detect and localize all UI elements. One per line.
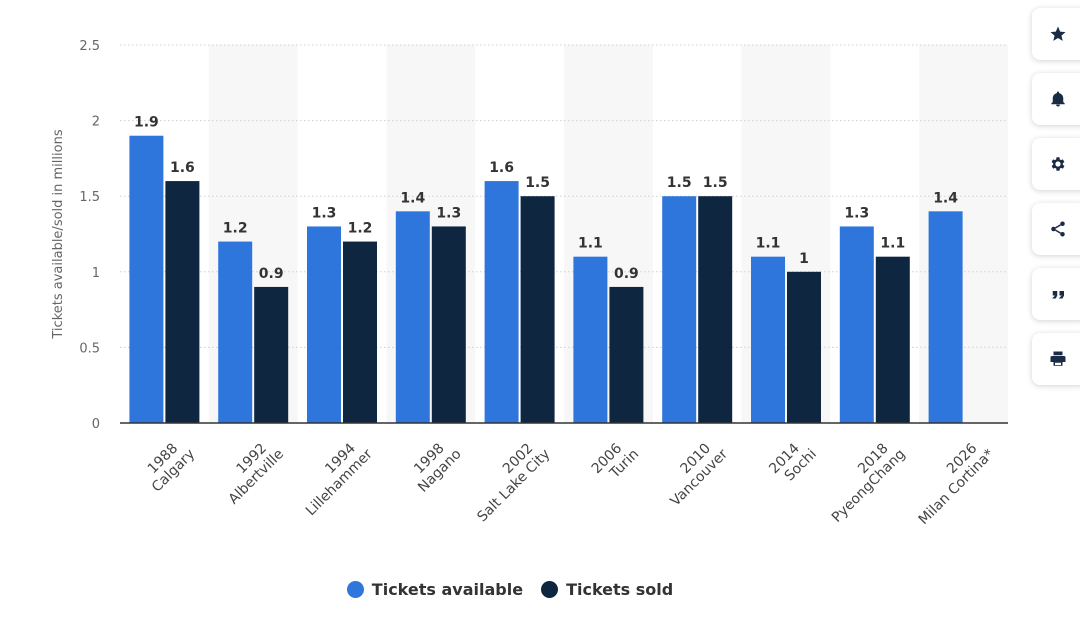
data-label: 1.1	[578, 236, 603, 252]
favorite-button[interactable]	[1032, 8, 1080, 60]
star-icon	[1050, 26, 1066, 41]
bar	[254, 286, 289, 423]
bar	[129, 135, 164, 423]
quote-icon	[1052, 291, 1064, 299]
bar	[875, 256, 910, 423]
x-tick-label: 1992Albertville	[214, 435, 287, 508]
chart: 0 0.5 1 1.5 2 2.5 Tickets available/sold in mi…	[51, 39, 1008, 528]
data-label: 1.2	[348, 221, 373, 237]
x-tick-label: 2018PyeongChang	[818, 435, 909, 526]
y-tick-label: 2	[92, 115, 100, 130]
data-label: 1.3	[436, 205, 461, 221]
data-label: 1.2	[223, 221, 248, 237]
data-label: 0.9	[259, 266, 284, 282]
data-label: 1.6	[170, 160, 195, 176]
data-label: 1.6	[489, 160, 514, 176]
legend: Tickets available Tickets sold	[0, 580, 1020, 599]
y-tick-label: 0	[92, 417, 100, 432]
share-icon	[1051, 221, 1065, 237]
data-label: 1.4	[933, 190, 958, 206]
x-tick-label: 2010Vancouver	[656, 435, 731, 510]
y-tick-label: 1	[92, 266, 100, 281]
bar	[307, 226, 341, 423]
x-tick-label: 1988Calgary	[138, 435, 199, 496]
bar	[395, 211, 430, 423]
settings-button[interactable]	[1032, 138, 1080, 190]
bar	[698, 196, 733, 423]
bar	[218, 241, 253, 423]
data-label: 0.9	[614, 266, 639, 282]
bar	[484, 181, 519, 423]
legend-label-available: Tickets available	[371, 580, 524, 599]
notification-button[interactable]	[1032, 73, 1080, 125]
bell-icon	[1051, 91, 1065, 107]
toolbar	[1032, 8, 1080, 398]
x-tick-label: 2026Milan Cortina*	[904, 435, 997, 528]
data-label: 1.5	[703, 175, 728, 191]
print-icon	[1050, 351, 1066, 366]
y-tick-label: 0.5	[79, 341, 100, 356]
bar	[343, 241, 377, 423]
data-label: 1.9	[134, 115, 159, 131]
bar	[839, 226, 874, 423]
y-tick-label: 1.5	[79, 190, 100, 205]
bar	[573, 256, 608, 423]
data-label: 1.3	[844, 205, 869, 221]
data-label: 1	[799, 251, 809, 267]
data-label: 1.3	[312, 205, 337, 221]
data-label: 1.5	[525, 175, 550, 191]
print-button[interactable]	[1032, 333, 1080, 385]
gear-icon	[1051, 157, 1065, 171]
x-tick-label: 2006Turin	[589, 435, 642, 488]
x-tick-label: 1994Lillehammer	[292, 435, 376, 519]
share-button[interactable]	[1032, 203, 1080, 255]
legend-dot-sold	[541, 581, 559, 598]
data-label: 1.4	[400, 190, 425, 206]
y-tick-label: 2.5	[79, 39, 100, 54]
y-axis-label: Tickets available/sold in millions	[51, 129, 66, 339]
bar	[928, 211, 963, 423]
data-label: 1.1	[880, 236, 905, 252]
x-tick-label: 2014Sochi	[766, 435, 819, 488]
data-label: 1.1	[756, 236, 781, 252]
legend-label-sold: Tickets sold	[566, 580, 674, 599]
legend-item-tickets-sold[interactable]: Tickets sold	[541, 580, 673, 599]
legend-dot-available	[346, 581, 364, 598]
legend-item-tickets-available[interactable]: Tickets available	[346, 580, 524, 599]
bar	[787, 271, 821, 423]
bar	[431, 226, 466, 423]
bar	[609, 286, 644, 423]
x-tick-label: 1998Nagano	[404, 435, 465, 496]
cite-button[interactable]	[1032, 268, 1080, 320]
bar	[165, 181, 200, 423]
data-label: 1.5	[667, 175, 692, 191]
bar	[751, 256, 785, 423]
x-tick-label: 2002Salt Lake City	[463, 435, 553, 525]
bar	[662, 196, 697, 423]
bar	[520, 196, 555, 423]
